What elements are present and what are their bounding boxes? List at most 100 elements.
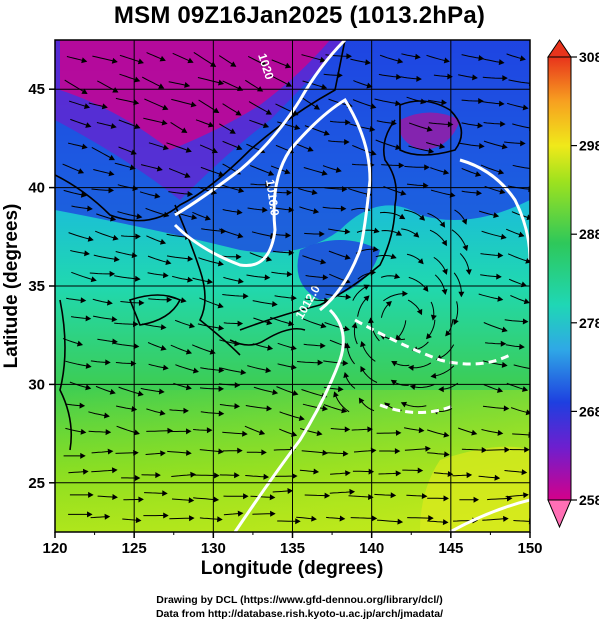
streamline-arrow bbox=[441, 289, 448, 295]
streamline-arrow bbox=[443, 431, 450, 438]
streamline-arrow bbox=[493, 212, 500, 219]
streamline-arrow bbox=[189, 515, 195, 522]
streamline-arrow bbox=[162, 272, 169, 279]
streamline-arrow bbox=[442, 519, 449, 526]
streamline-arrow bbox=[320, 322, 327, 329]
streamline-arrow bbox=[320, 342, 326, 349]
x-tick-label: 145 bbox=[438, 540, 463, 557]
streamline-arrow bbox=[333, 391, 339, 398]
coastlines bbox=[55, 40, 463, 451]
streamline-arrow bbox=[497, 252, 504, 259]
streamline-arrow bbox=[183, 407, 189, 414]
streamline-arrow bbox=[319, 56, 326, 63]
streamline-arrow bbox=[192, 367, 199, 374]
streamline-arrow bbox=[397, 57, 404, 64]
colorbar-tick-label: 308 bbox=[579, 49, 599, 65]
y-axis-title: Latitude (degrees) bbox=[1, 204, 22, 369]
streamline-arrow bbox=[292, 390, 299, 396]
streamline-arrow bbox=[204, 214, 211, 221]
credit-data: Data from http://database.rish.kyoto-u.a… bbox=[155, 608, 444, 620]
x-tick-label: 125 bbox=[122, 540, 147, 557]
streamline-arrow bbox=[80, 452, 86, 459]
x-tick-label: 120 bbox=[42, 540, 67, 557]
streamline-arrow bbox=[90, 276, 97, 283]
streamline-arrow bbox=[265, 181, 272, 188]
streamline-arrow bbox=[288, 249, 295, 256]
streamline-arrow bbox=[81, 143, 88, 150]
streamline-arrow bbox=[501, 361, 508, 368]
streamline-arrow bbox=[81, 88, 88, 94]
streamline-arrow bbox=[137, 390, 144, 397]
streamline-arrow bbox=[525, 257, 530, 264]
streamline-arrow bbox=[134, 123, 141, 130]
streamline-arrow bbox=[186, 428, 192, 435]
streamline-arrow bbox=[342, 360, 349, 367]
streamline-arrow bbox=[286, 189, 293, 196]
streamline-arrow bbox=[313, 104, 320, 110]
streamline-arrow bbox=[366, 82, 373, 89]
streamline-arrow bbox=[162, 490, 168, 497]
streamline-arrow bbox=[266, 255, 273, 262]
streamline-arrow bbox=[367, 426, 373, 433]
streamline-arrow bbox=[292, 110, 299, 116]
streamline-arrow bbox=[497, 168, 505, 175]
streamline-arrow bbox=[138, 299, 145, 306]
streamline-arrow bbox=[395, 429, 402, 436]
colorbar-tick-label: 268 bbox=[579, 403, 599, 419]
streamline bbox=[513, 520, 530, 522]
streamline-arrow bbox=[447, 73, 453, 80]
streamline-arrow bbox=[285, 81, 293, 87]
streamline-arrow bbox=[188, 497, 195, 504]
streamline-arrow bbox=[158, 83, 165, 89]
streamline-arrow bbox=[317, 359, 324, 366]
isobar-1016-east bbox=[459, 158, 530, 261]
colorbar-bottom-arrow bbox=[547, 499, 572, 529]
streamline-arrow bbox=[108, 187, 115, 194]
streamline-arrow bbox=[322, 405, 329, 412]
streamline-arrow bbox=[181, 127, 188, 133]
streamline-arrow bbox=[400, 401, 408, 408]
streamline-arrow bbox=[134, 475, 141, 482]
isobar-1012 bbox=[233, 308, 345, 532]
streamline-arrow bbox=[445, 330, 451, 337]
streamline-arrow bbox=[477, 122, 484, 129]
streamline-arrow bbox=[372, 246, 379, 253]
streamline-arrow bbox=[395, 334, 402, 341]
streamline-arrow bbox=[287, 488, 294, 494]
streamline bbox=[512, 164, 530, 169]
streamline-arrow bbox=[237, 447, 243, 454]
streamline-arrow bbox=[112, 87, 119, 93]
streamline-arrow bbox=[385, 300, 392, 307]
streamline-arrow bbox=[320, 258, 327, 265]
streamline-arrow bbox=[133, 429, 140, 436]
streamline-arrow bbox=[265, 367, 272, 374]
streamline-arrow bbox=[458, 291, 465, 298]
streamline-arrow bbox=[520, 140, 526, 147]
streamline-arrow bbox=[313, 208, 320, 214]
streamline-arrow bbox=[85, 315, 92, 322]
streamline-arrow bbox=[159, 409, 166, 416]
colorbar: 308 298 288 278 268 258 bbox=[547, 39, 599, 529]
streamline-arrow bbox=[522, 104, 529, 111]
streamline-arrow bbox=[339, 515, 346, 522]
streamline-arrow bbox=[105, 429, 112, 436]
streamline-arrow bbox=[525, 409, 530, 416]
streamline-arrow bbox=[243, 493, 249, 500]
streamline-arrow bbox=[504, 446, 510, 453]
streamline-arrow bbox=[87, 511, 93, 518]
streamline-arrow bbox=[267, 344, 274, 351]
streamline-arrow bbox=[316, 430, 323, 437]
streamline-arrow bbox=[154, 192, 161, 199]
streamline-arrow bbox=[365, 59, 371, 66]
streamline-arrow bbox=[391, 361, 398, 367]
streamline-arrow bbox=[344, 426, 351, 433]
x-tick-label: 135 bbox=[280, 540, 305, 557]
streamline-arrow bbox=[77, 168, 85, 174]
streamline-arrow bbox=[497, 429, 504, 436]
streamline-arrow bbox=[499, 188, 506, 195]
streamline-arrow bbox=[105, 359, 111, 366]
streamline-arrow bbox=[187, 276, 194, 283]
streamline-arrow bbox=[423, 182, 429, 189]
streamline-arrow bbox=[533, 367, 537, 371]
streamline-arrow bbox=[158, 388, 165, 395]
